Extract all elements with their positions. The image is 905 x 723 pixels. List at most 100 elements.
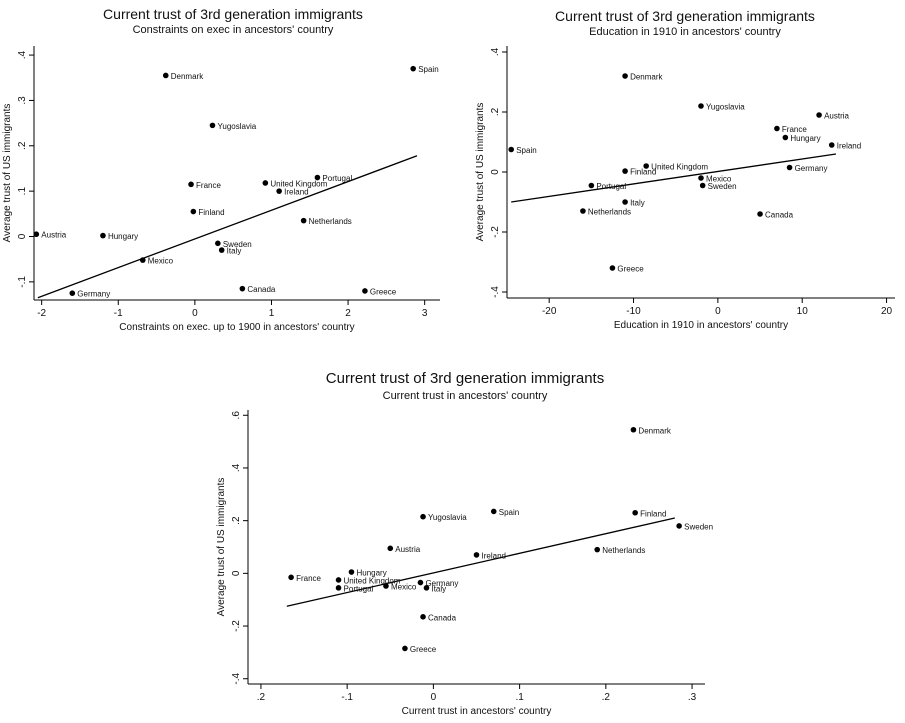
point-label-denmark: Denmark xyxy=(171,72,204,81)
point-portugal xyxy=(588,182,595,189)
x-tick-label: .2 xyxy=(257,692,266,703)
y-axis-label: Average trust of US immigrants xyxy=(216,478,227,617)
point-label-ireland: Ireland xyxy=(482,551,506,560)
point-label-italy: Italy xyxy=(227,247,242,256)
point-yugoslavia xyxy=(698,103,704,109)
point-italy xyxy=(423,585,430,591)
point-label-united-kingdom: United Kingdom xyxy=(270,179,327,188)
point-label-france: France xyxy=(196,181,221,190)
y-axis-label: Average trust of US immigrants xyxy=(475,103,486,242)
point-austria xyxy=(816,112,822,118)
point-label-hungary: Hungary xyxy=(790,134,820,143)
point-label-canada: Canada xyxy=(765,211,794,220)
y-tick-label: .6 xyxy=(231,411,242,420)
point-yugoslavia xyxy=(420,513,426,520)
fitted-line xyxy=(286,517,675,607)
point-label-netherlands: Netherlands xyxy=(602,546,645,555)
chart-subtitle: Constraints on exec in ancestors' countr… xyxy=(132,24,334,36)
point-label-canada: Canada xyxy=(247,285,276,294)
point-label-ireland: Ireland xyxy=(284,188,308,197)
x-tick-label: 20 xyxy=(881,306,893,317)
point-united-kingdom xyxy=(335,577,342,583)
y-tick-label: 0 xyxy=(231,570,242,576)
point-label-netherlands: Netherlands xyxy=(588,208,631,217)
chart-subtitle: Education in 1910 in ancestors' country xyxy=(589,26,781,38)
point-mexico xyxy=(139,257,146,263)
x-axis-label: Education in 1910 in ancestors' country xyxy=(614,320,788,331)
point-label-finland: Finland xyxy=(630,168,656,177)
x-tick-label: 1 xyxy=(269,308,275,319)
point-italy xyxy=(622,199,628,205)
point-label-united-kingdom: United Kingdom xyxy=(651,163,708,172)
point-label-finland: Finland xyxy=(198,208,224,217)
x-tick-label: -10 xyxy=(626,306,641,317)
point-label-greece: Greece xyxy=(370,287,397,296)
chart-title: Current trust of 3rd generation immigran… xyxy=(555,8,815,24)
point-hungary xyxy=(782,134,789,141)
x-tick-label: .2 xyxy=(602,692,611,703)
point-label-austria: Austria xyxy=(41,231,66,240)
point-ireland xyxy=(473,552,480,558)
y-tick-label: .2 xyxy=(17,141,28,150)
point-yugoslavia xyxy=(209,122,216,129)
point-label-austria: Austria xyxy=(824,112,849,121)
chart-education-1910: Current trust of 3rd generation immigran… xyxy=(455,0,905,340)
y-axis-label: Average trust of US immigrants xyxy=(2,104,13,243)
y-tick-label: -.1 xyxy=(17,276,28,288)
point-label-yugoslavia: Yugoslavia xyxy=(217,122,256,131)
x-tick-label: .1 xyxy=(515,692,524,703)
point-label-germany: Germany xyxy=(795,164,828,173)
point-spain xyxy=(508,146,515,153)
x-tick-label: -20 xyxy=(542,306,557,317)
point-greece xyxy=(609,265,616,271)
point-denmark xyxy=(630,426,637,433)
point-label-canada: Canada xyxy=(428,613,457,622)
point-label-italy: Italy xyxy=(630,199,645,208)
point-netherlands xyxy=(580,208,586,214)
point-label-hungary: Hungary xyxy=(108,232,138,241)
point-portugal xyxy=(314,174,321,181)
y-tick-label: -.2 xyxy=(490,226,501,238)
point-germany xyxy=(417,579,424,586)
point-label-sweden: Sweden xyxy=(684,522,713,531)
point-label-yugoslavia: Yugoslavia xyxy=(706,103,745,112)
point-netherlands xyxy=(594,546,601,553)
point-austria xyxy=(387,545,394,552)
point-label-hungary: Hungary xyxy=(356,569,386,578)
point-label-spain: Spain xyxy=(499,508,519,517)
x-axis-label: Constraints on exec. up to 1900 in ances… xyxy=(119,322,354,333)
point-sweden xyxy=(699,182,706,189)
scatter-plot: Constraints on exec. up to 1900 in ances… xyxy=(2,46,440,333)
point-label-mexico: Mexico xyxy=(706,175,732,184)
point-label-denmark: Denmark xyxy=(638,426,671,435)
y-tick-label: -.4 xyxy=(490,286,501,298)
x-tick-label: 0 xyxy=(431,692,437,703)
chart-title: Current trust of 3rd generation immigran… xyxy=(103,6,363,22)
point-label-yugoslavia: Yugoslavia xyxy=(428,513,467,522)
point-spain xyxy=(410,65,416,72)
point-sweden xyxy=(676,523,682,529)
point-label-portugal: Portugal xyxy=(344,584,374,593)
x-tick-label: .3 xyxy=(688,692,697,703)
y-tick-label: 0 xyxy=(17,233,28,239)
y-tick-label: -.2 xyxy=(231,620,242,632)
point-greece xyxy=(402,645,408,652)
point-italy xyxy=(218,247,225,253)
point-label-germany: Germany xyxy=(425,579,458,588)
y-tick-label: .2 xyxy=(490,107,501,116)
x-tick-label: -.1 xyxy=(341,692,353,703)
point-sweden xyxy=(215,240,221,247)
point-label-sweden: Sweden xyxy=(223,240,252,249)
y-tick-label: 0 xyxy=(490,169,501,175)
point-france xyxy=(188,181,194,188)
x-tick-label: 0 xyxy=(715,306,721,317)
point-germany xyxy=(69,290,76,296)
x-tick-label: -1 xyxy=(114,308,123,319)
point-denmark xyxy=(162,72,169,79)
point-mexico xyxy=(383,583,389,589)
fitted-line xyxy=(37,155,418,299)
chart-subtitle: Current trust in ancestors' country xyxy=(382,390,548,402)
point-hungary xyxy=(348,569,355,575)
point-canada xyxy=(239,285,246,292)
point-label-finland: Finland xyxy=(640,509,666,518)
